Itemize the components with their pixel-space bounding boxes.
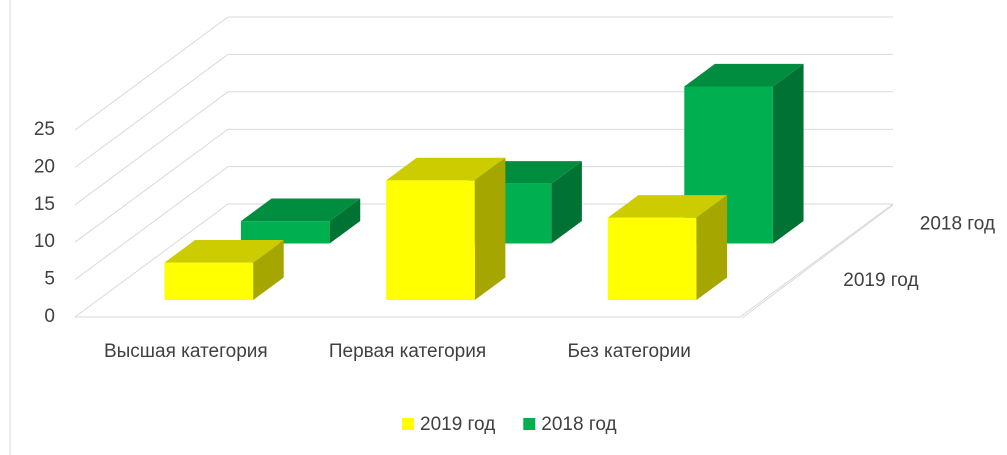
grid-line	[74, 16, 893, 131]
y-tick-label: 25	[34, 119, 55, 140]
bar-side	[772, 63, 804, 244]
bar-top	[164, 240, 284, 263]
grid-line	[74, 91, 893, 206]
floor-edge	[75, 203, 894, 318]
series-axis-label: 2018 год	[920, 213, 995, 234]
bar-front	[164, 262, 254, 301]
y-tick-label: 0	[44, 306, 55, 327]
bar-top	[240, 198, 361, 222]
y-tick-label: 10	[34, 231, 55, 252]
legend-label: 2018 год	[541, 414, 616, 435]
grid-line	[74, 53, 893, 168]
bar-top	[607, 195, 728, 218]
legend-swatch	[523, 418, 536, 430]
grid-line	[74, 128, 893, 243]
bar-top	[684, 63, 804, 87]
bar-side	[253, 240, 284, 301]
grid-line	[74, 166, 893, 281]
x-tick-label: Первая категория	[329, 341, 486, 362]
series-axis-label: 2019 год	[843, 270, 918, 291]
y-tick-label: 20	[34, 156, 55, 177]
bar-top	[386, 157, 506, 181]
bar-front	[607, 217, 697, 301]
y-tick-label: 5	[44, 269, 55, 290]
depth-axis	[741, 204, 894, 319]
bar-side	[329, 198, 361, 244]
x-tick-label: Высшая категория	[104, 341, 268, 362]
bar-side	[474, 157, 506, 301]
legend-label: 2019 год	[420, 414, 495, 435]
legend-swatch	[402, 418, 414, 430]
x-tick-label: Без категории	[567, 341, 690, 362]
bar-side	[551, 161, 582, 244]
bar-side	[696, 195, 728, 301]
bar-front	[240, 221, 330, 244]
bar-front	[386, 180, 475, 301]
y-tick-label: 15	[34, 194, 55, 215]
